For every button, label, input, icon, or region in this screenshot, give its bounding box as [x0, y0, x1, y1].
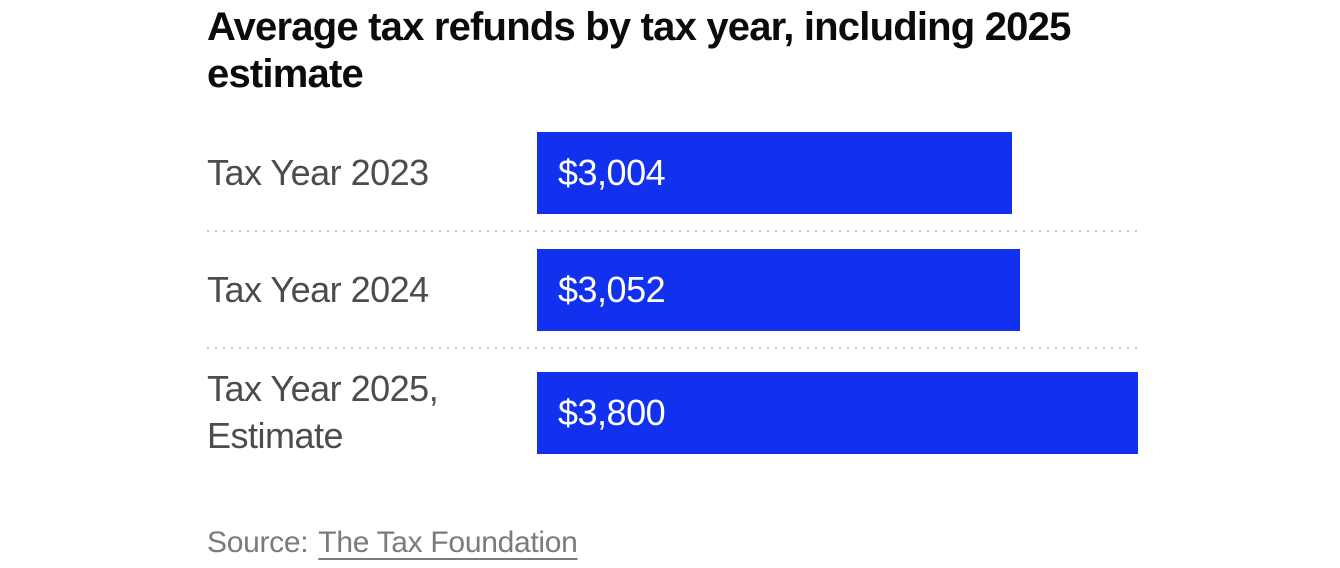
source-line: Source: The Tax Foundation [207, 526, 1340, 560]
chart-title: Average tax refunds by tax year, includi… [207, 5, 1071, 97]
bar-value-2025: $3,800 [558, 392, 666, 434]
bar-row-2024: Tax Year 2024 $3,052 [207, 249, 1138, 332]
category-label-2023: Tax Year 2023 [207, 151, 429, 193]
bar-chart: Tax Year 2023 $3,004 Tax Year 2024 $3,05… [207, 132, 1138, 460]
bar-row-2023: Tax Year 2023 $3,004 [207, 132, 1138, 215]
bar-row-2025: Tax Year 2025, Estimate $3,800 [207, 366, 1138, 460]
row-divider [207, 230, 1138, 233]
category-label-2024: Tax Year 2024 [207, 268, 429, 310]
bar-value-2023: $3,004 [558, 152, 666, 194]
bar-2023: $3,004 [537, 132, 1012, 215]
bar-2024: $3,052 [537, 249, 1020, 332]
bar-value-2024: $3,052 [558, 269, 666, 311]
source-link[interactable]: The Tax Foundation [318, 525, 578, 559]
source-prefix: Source: [207, 525, 309, 559]
bar-2025-estimate: $3,800 [537, 372, 1138, 455]
category-label-2025: Tax Year 2025, Estimate [207, 368, 439, 457]
row-divider [207, 347, 1138, 350]
